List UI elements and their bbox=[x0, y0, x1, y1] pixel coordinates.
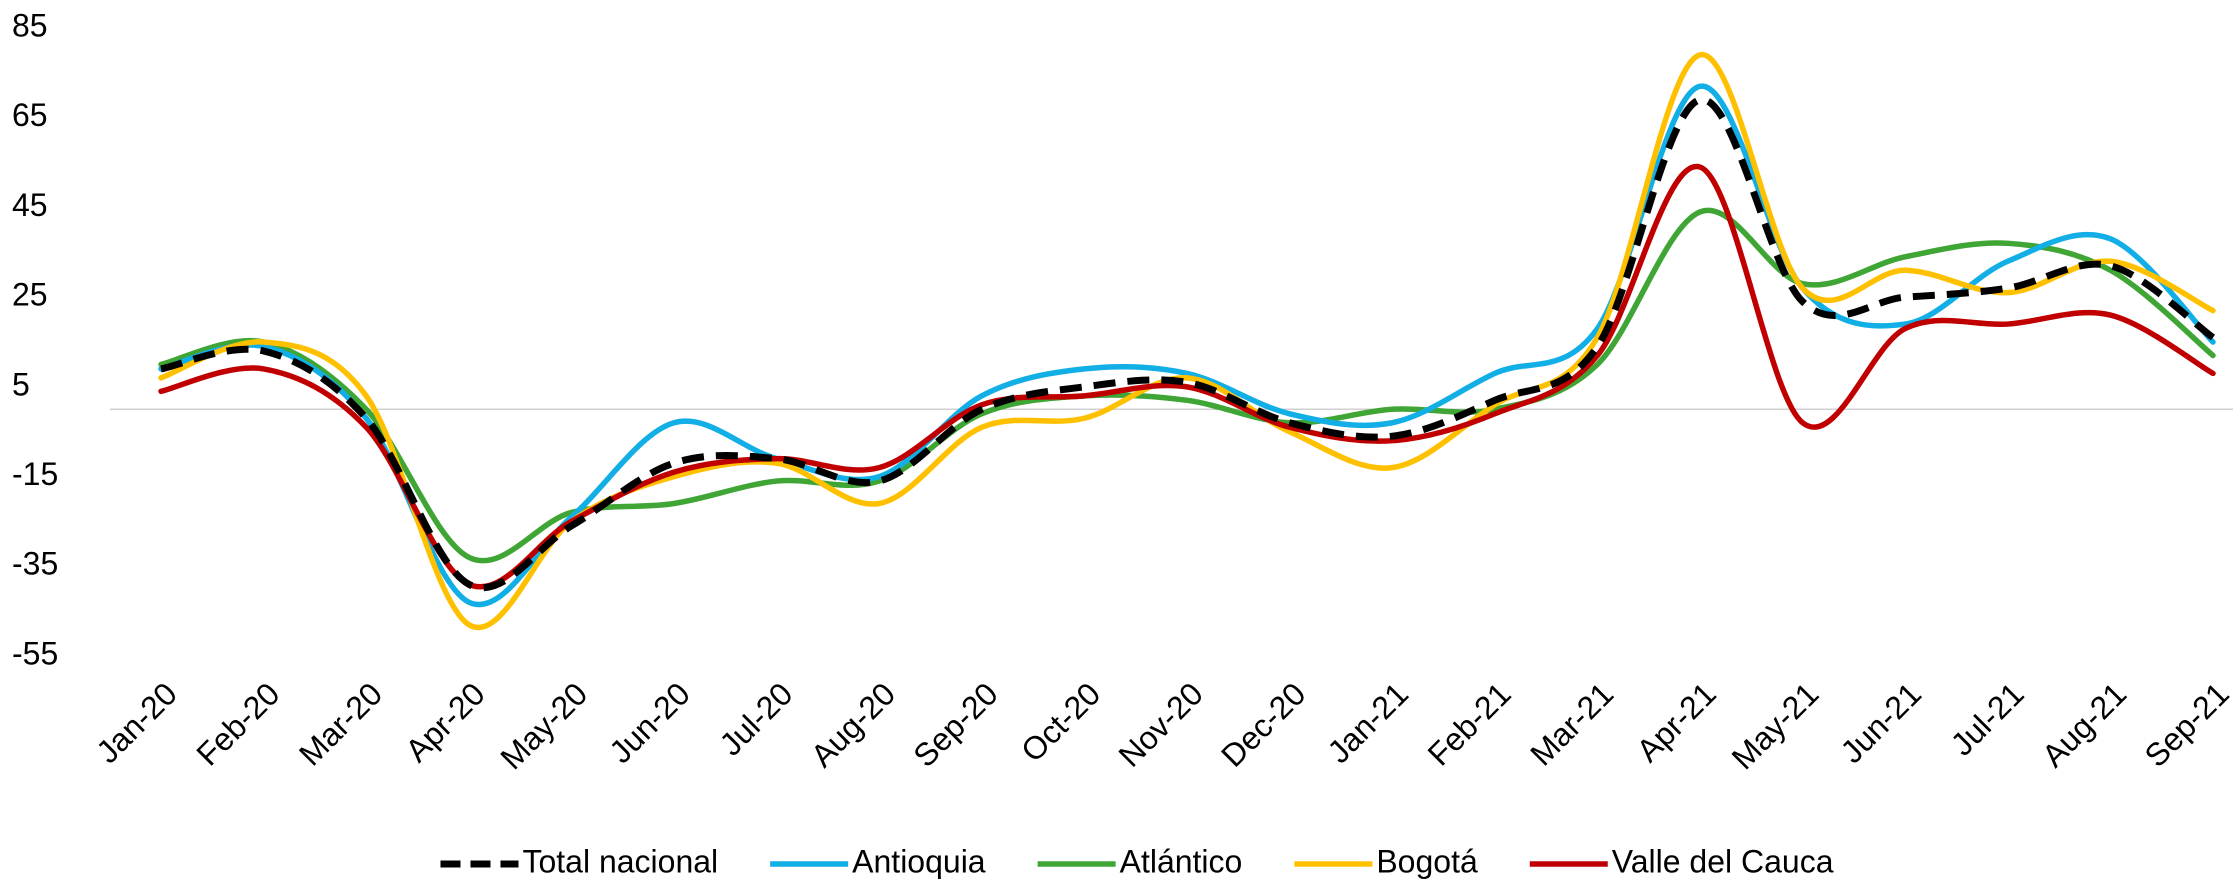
x-tick-label: Jun-20 bbox=[602, 675, 697, 770]
x-tick-label: Dec-20 bbox=[1214, 675, 1312, 773]
legend-label: Bogotá bbox=[1376, 843, 1478, 879]
y-tick-label: -35 bbox=[12, 546, 58, 582]
x-tick-label: Sep-21 bbox=[2138, 675, 2234, 773]
x-tick-label: Feb-20 bbox=[189, 675, 286, 772]
x-tick-label: Jul-21 bbox=[1944, 675, 2031, 762]
x-tick-label: May-20 bbox=[493, 675, 594, 776]
legend-item: Antioquia bbox=[770, 843, 986, 879]
series-line bbox=[158, 83, 2216, 608]
x-tick-label: Oct-20 bbox=[1014, 675, 1107, 768]
x-tick-label: May-21 bbox=[1725, 675, 1826, 776]
x-tick-label: Feb-21 bbox=[1421, 675, 1518, 772]
legend-label: Antioquia bbox=[852, 843, 986, 879]
y-tick-label: 45 bbox=[12, 187, 48, 223]
series-line bbox=[160, 96, 2216, 592]
y-tick-label: -55 bbox=[12, 635, 58, 671]
x-tick-label: Aug-21 bbox=[2035, 675, 2133, 773]
y-tick-label: 65 bbox=[12, 97, 48, 133]
y-tick-label: 5 bbox=[12, 366, 30, 402]
legend-item: Valle del Cauca bbox=[1529, 843, 1834, 879]
x-tick-label: Apr-20 bbox=[398, 675, 491, 768]
y-tick-label: 85 bbox=[12, 7, 48, 43]
x-tick-label: Jan-20 bbox=[89, 675, 184, 770]
legend-item: Bogotá bbox=[1294, 843, 1478, 879]
y-tick-label: 25 bbox=[12, 277, 48, 313]
series-line bbox=[158, 52, 2216, 631]
x-tick-label: Aug-20 bbox=[804, 675, 902, 773]
x-tick-label: Jan-21 bbox=[1320, 675, 1415, 770]
x-tick-label: Mar-20 bbox=[292, 675, 389, 772]
x-tick-label: Jun-21 bbox=[1833, 675, 1928, 770]
legend: Total nacional Antioquia Atlántico Bogotá Va… bbox=[440, 843, 1834, 879]
x-tick-label: Apr-21 bbox=[1630, 675, 1723, 768]
x-tick-label: Nov-20 bbox=[1112, 675, 1210, 773]
legend-item: Atlántico bbox=[1037, 843, 1243, 879]
y-tick-label: -15 bbox=[12, 456, 58, 492]
x-tick-label: Mar-21 bbox=[1523, 675, 1620, 772]
series-line bbox=[158, 207, 2216, 564]
x-tick-label: Jul-20 bbox=[712, 675, 799, 762]
legend-label: Atlántico bbox=[1120, 843, 1243, 879]
x-tick-label: Sep-20 bbox=[906, 675, 1004, 773]
legend-item: Total nacional bbox=[440, 843, 718, 879]
legend-label: Valle del Cauca bbox=[1612, 843, 1834, 879]
legend-label: Total nacional bbox=[522, 843, 718, 879]
